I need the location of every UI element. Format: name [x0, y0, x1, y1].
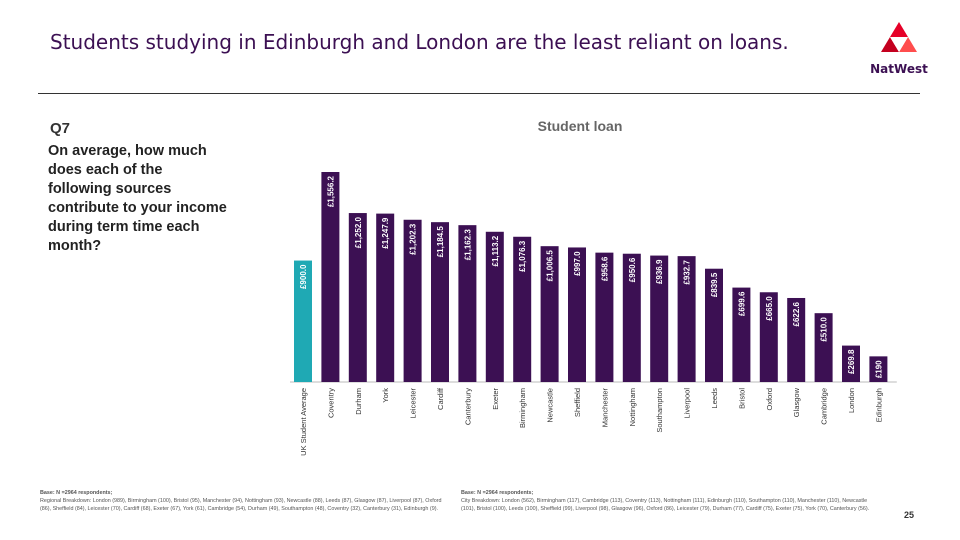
bar-sheffield: [568, 247, 586, 382]
data-label-london: £269.8: [847, 349, 856, 374]
natwest-logo-icon: [881, 22, 917, 52]
data-label-edinburgh: £190: [874, 360, 883, 378]
data-label-southampton: £936.9: [655, 259, 664, 284]
bar-leicester: [403, 219, 422, 382]
category-label-edinburgh: Edinburgh: [874, 388, 883, 422]
category-label-sheffield: Sheffield: [573, 388, 582, 417]
data-label-cardiff: £1,184.5: [436, 226, 445, 258]
data-label-glasgow: £622.6: [792, 301, 801, 326]
header-divider: [38, 93, 920, 94]
bar-edinburgh: [869, 356, 888, 382]
data-label-exeter: £1,113.2: [491, 235, 500, 266]
bar-southampton: [650, 255, 669, 382]
bar-nottingham: [622, 253, 641, 382]
bar-canterbury: [458, 225, 477, 382]
bar-bristol: [732, 287, 751, 382]
bar-durham: [348, 213, 367, 382]
data-label-coventry: £1,556.2: [326, 175, 335, 207]
data-label-oxford: £665.0: [765, 296, 774, 321]
category-label-cambridge: Cambridge: [820, 388, 829, 425]
category-label-liverpool: Liverpool: [683, 388, 692, 419]
data-label-bristol: £699.6: [737, 291, 746, 316]
natwest-logo: NatWest: [866, 20, 932, 82]
category-label-cardiff: Cardiff: [436, 387, 445, 410]
category-label-newcastle: Newcastle: [546, 388, 555, 423]
data-label-leicester: £1,202.3: [409, 223, 418, 255]
bar-exeter: [485, 231, 504, 382]
page-number: 25: [904, 510, 915, 520]
bar-birmingham: [513, 236, 532, 382]
category-label-durham: Durham: [354, 388, 363, 415]
bar-oxford: [759, 292, 778, 382]
category-label-southampton: Southampton: [655, 388, 664, 433]
category-label-manchester: Manchester: [600, 388, 609, 428]
bar-london: [842, 345, 860, 382]
category-label-uk-student-average: UK Student Average: [299, 388, 308, 456]
category-label-glasgow: Glasgow: [792, 387, 801, 417]
data-label-liverpool: £932.7: [683, 260, 692, 285]
bar-cardiff: [431, 222, 449, 382]
footnote-regional-base: Base: N =2964 respondents;: [40, 490, 113, 496]
category-label-london: London: [847, 388, 856, 413]
data-label-durham: £1,252.0: [354, 216, 363, 248]
category-label-york: York: [381, 388, 390, 403]
brand-name: NatWest: [870, 62, 928, 76]
category-label-leicester: Leicester: [409, 388, 418, 419]
bar-manchester: [595, 252, 614, 382]
category-label-exeter: Exeter: [491, 388, 500, 410]
bar-leeds: [705, 268, 723, 382]
slide-title: Students studying in Edinburgh and Londo…: [50, 30, 789, 54]
bar-liverpool: [677, 256, 696, 382]
question-number: Q7: [50, 120, 71, 137]
category-label-nottingham: Nottingham: [628, 388, 637, 426]
bar-uk-student-average: [294, 260, 312, 382]
category-label-bristol: Bristol: [737, 388, 746, 409]
data-label-sheffield: £997.0: [573, 251, 582, 276]
chart-title: Student loan: [537, 118, 623, 134]
category-label-leeds: Leeds: [710, 388, 719, 409]
question-text: On average, how much does each of the fo…: [48, 143, 227, 254]
bar-glasgow: [787, 297, 806, 382]
footnote-regional-breakdown: Regional Breakdown: London (989), Birmin…: [40, 498, 442, 512]
data-label-leeds: £839.5: [710, 272, 719, 297]
footnote-city: Base: N =2964 respondents; City Breakdow…: [461, 489, 876, 513]
category-label-oxford: Oxford: [765, 388, 774, 411]
data-label-manchester: £958.6: [600, 256, 609, 281]
data-label-newcastle: £1,006.5: [546, 250, 555, 282]
footnote-regional: Base: N =2964 respondents; Regional Brea…: [40, 489, 450, 513]
footnote-city-base: Base: N =2964 respondents;: [461, 490, 534, 496]
footnote-city-breakdown: City Breakdown: London (562), Birmingham…: [461, 498, 870, 512]
student-loan-bar-chart: £900.0 UK Student Average £1,556.2 Coventry…: [290, 172, 897, 456]
data-label-york: £1,247.9: [381, 217, 390, 249]
bar-coventry: [321, 172, 340, 382]
category-label-birmingham: Birmingham: [518, 388, 527, 428]
category-label-coventry: Coventry: [326, 388, 335, 418]
bar-cambridge: [814, 313, 833, 382]
data-label-uk-student-average: £900.0: [299, 264, 308, 289]
bar-york: [376, 213, 395, 382]
bar-newcastle: [540, 246, 559, 382]
data-label-birmingham: £1,076.3: [518, 240, 527, 272]
data-label-cambridge: £510.0: [820, 317, 829, 342]
data-label-canterbury: £1,162.3: [463, 229, 472, 261]
category-label-canterbury: Canterbury: [463, 388, 472, 425]
data-label-nottingham: £950.6: [628, 257, 637, 282]
